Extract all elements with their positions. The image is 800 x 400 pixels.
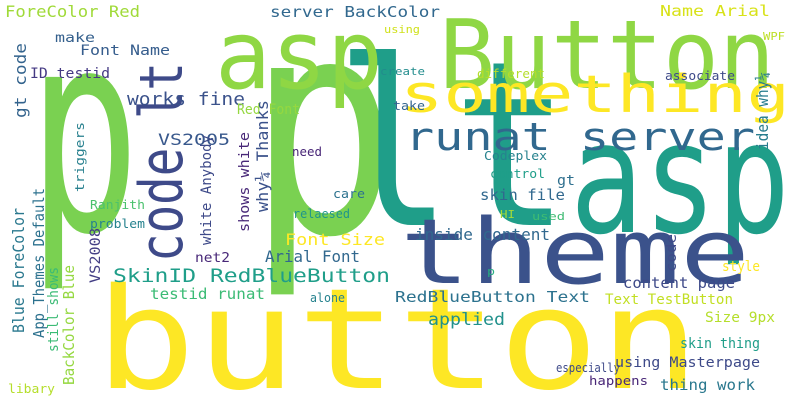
word: skin file xyxy=(480,186,565,204)
word: Blue ForeColor xyxy=(9,208,28,333)
word: server BackColor xyxy=(270,3,440,21)
word: ForeColor Red xyxy=(5,2,140,21)
word: testid runat xyxy=(150,285,265,303)
word: Ranjith xyxy=(90,198,145,212)
word: WPF xyxy=(763,30,785,43)
word: code lt xyxy=(127,62,197,262)
word: Codeplex xyxy=(484,149,547,163)
word: asp xyxy=(570,88,790,269)
word: ID testid xyxy=(30,66,110,82)
word: alone xyxy=(310,291,345,305)
word: App_Themes Default xyxy=(30,188,48,338)
word: relaesed xyxy=(293,207,350,221)
word: applied xyxy=(428,310,505,330)
word: gt code xyxy=(11,43,30,118)
word: especially xyxy=(556,361,620,375)
word: p xyxy=(28,0,140,297)
word: take xyxy=(393,99,425,113)
word: used xyxy=(532,210,565,223)
word: triggers xyxy=(73,122,87,192)
word: style xyxy=(722,259,760,275)
word: SkinID RedBlueButton xyxy=(113,265,390,287)
word: white Anybody xyxy=(199,135,215,245)
word: different xyxy=(477,67,545,81)
word: control xyxy=(490,167,545,181)
word: Arial Font xyxy=(265,247,360,266)
word: idea why¼ xyxy=(753,72,772,150)
word: using Masterpage xyxy=(615,355,760,371)
word: content page xyxy=(623,274,735,292)
word: associate xyxy=(665,69,735,83)
word: skin thing xyxy=(680,336,760,352)
word: shows white xyxy=(237,132,253,232)
word: inside content xyxy=(415,225,550,244)
word: asp Button xyxy=(215,1,775,111)
word: HI xyxy=(500,208,515,221)
word: code xyxy=(664,234,680,272)
word: make xyxy=(55,31,95,46)
word: thing work xyxy=(660,376,755,394)
word: VS2005 xyxy=(158,130,230,149)
word: problem xyxy=(90,217,145,231)
word: using xyxy=(384,23,420,36)
word: gt xyxy=(557,173,575,189)
word: still shows xyxy=(46,267,62,352)
word: something xyxy=(400,65,790,125)
word: button xyxy=(95,259,700,400)
word: BackColor Blue xyxy=(60,265,78,385)
word: Name Arial xyxy=(660,2,770,20)
word: why¼ Thanks xyxy=(253,100,272,212)
word: runat server xyxy=(405,115,755,159)
word: care xyxy=(333,187,365,201)
word: works fine xyxy=(127,89,245,110)
word: theme xyxy=(400,200,750,305)
word: create xyxy=(380,65,425,78)
word: Red Font xyxy=(237,102,300,118)
word: VS2008 xyxy=(88,228,104,283)
word: happens xyxy=(589,374,648,388)
word: lt xyxy=(335,13,570,280)
word: p xyxy=(487,265,495,278)
word: libary xyxy=(8,382,55,396)
word: p xyxy=(248,0,398,303)
word: Font Name xyxy=(80,43,170,59)
word: Text TestButton xyxy=(605,292,733,308)
word: net2 xyxy=(195,251,230,266)
word: Size 9px xyxy=(705,310,775,326)
word: RedBlueButton Text xyxy=(395,288,590,306)
word: need xyxy=(292,145,322,159)
word: Font Size xyxy=(285,230,385,249)
